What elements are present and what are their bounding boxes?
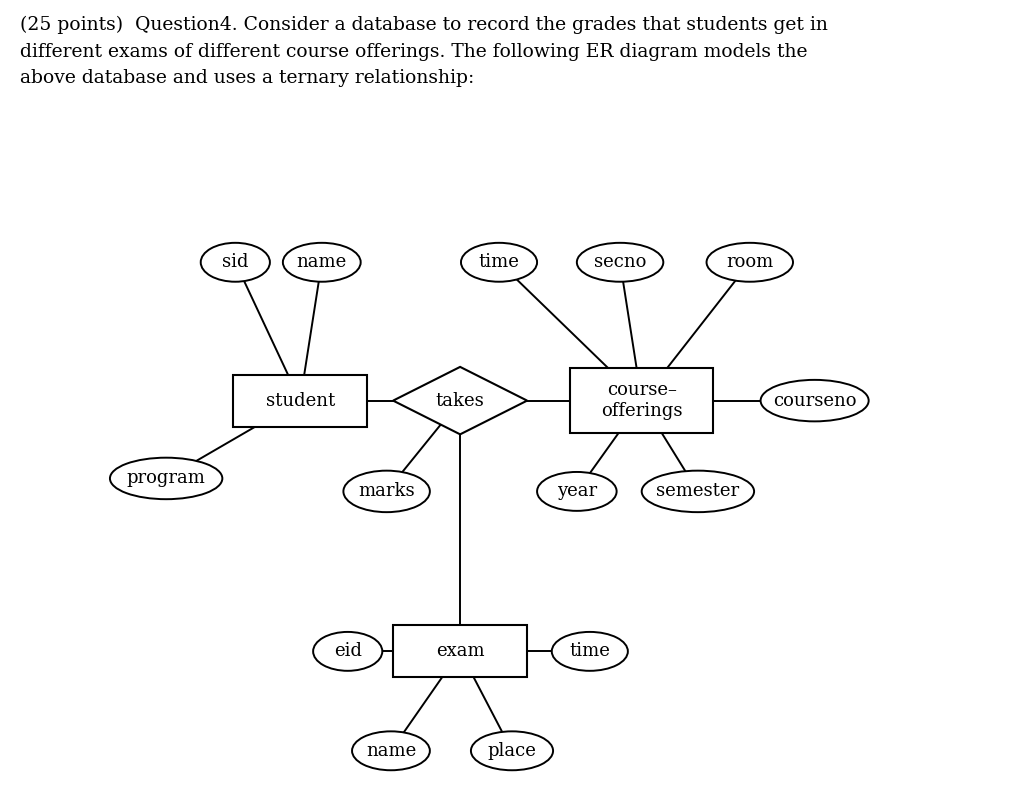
Ellipse shape bbox=[537, 472, 616, 511]
Text: time: time bbox=[569, 642, 610, 660]
FancyBboxPatch shape bbox=[570, 368, 713, 433]
Text: year: year bbox=[557, 483, 597, 500]
Text: name: name bbox=[366, 742, 416, 760]
Ellipse shape bbox=[471, 731, 553, 770]
Ellipse shape bbox=[577, 243, 664, 282]
Text: program: program bbox=[127, 470, 206, 487]
Text: student: student bbox=[265, 391, 335, 410]
Ellipse shape bbox=[343, 470, 430, 512]
Text: eid: eid bbox=[334, 642, 361, 660]
Text: room: room bbox=[726, 253, 773, 271]
Ellipse shape bbox=[201, 243, 270, 282]
Ellipse shape bbox=[313, 632, 382, 671]
Ellipse shape bbox=[552, 632, 628, 671]
FancyBboxPatch shape bbox=[233, 374, 368, 427]
Text: course–
offerings: course– offerings bbox=[601, 381, 682, 420]
FancyBboxPatch shape bbox=[393, 625, 527, 677]
Text: (25 points)  Question4. Consider a database to record the grades that students g: (25 points) Question4. Consider a databa… bbox=[20, 16, 828, 87]
Ellipse shape bbox=[642, 470, 754, 512]
Text: time: time bbox=[478, 253, 519, 271]
Ellipse shape bbox=[761, 380, 868, 421]
Ellipse shape bbox=[707, 243, 793, 282]
Ellipse shape bbox=[352, 731, 430, 770]
Text: name: name bbox=[297, 253, 347, 271]
Text: courseno: courseno bbox=[773, 391, 856, 410]
Text: semester: semester bbox=[656, 483, 739, 500]
Polygon shape bbox=[393, 367, 527, 434]
Ellipse shape bbox=[283, 243, 360, 282]
Ellipse shape bbox=[110, 458, 222, 500]
Text: sid: sid bbox=[222, 253, 249, 271]
Text: marks: marks bbox=[358, 483, 415, 500]
Text: exam: exam bbox=[436, 642, 484, 660]
Text: secno: secno bbox=[594, 253, 646, 271]
Text: place: place bbox=[487, 742, 537, 760]
Ellipse shape bbox=[461, 243, 537, 282]
Text: takes: takes bbox=[436, 391, 484, 410]
